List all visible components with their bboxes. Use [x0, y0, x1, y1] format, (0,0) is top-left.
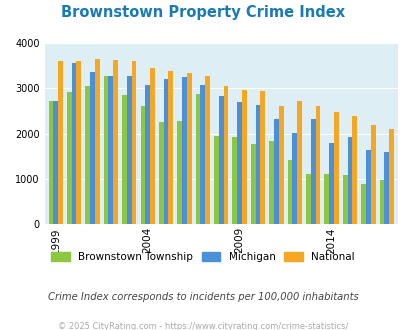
Bar: [260, 91, 264, 224]
Bar: [200, 84, 205, 224]
Bar: [85, 86, 90, 224]
Bar: [324, 174, 328, 224]
Bar: [328, 143, 333, 224]
Bar: [53, 101, 58, 224]
Bar: [269, 141, 273, 224]
Bar: [163, 79, 168, 224]
Bar: [113, 60, 118, 224]
Bar: [150, 68, 154, 224]
Bar: [370, 125, 375, 224]
Bar: [379, 181, 384, 224]
Bar: [95, 59, 99, 224]
Bar: [347, 137, 352, 224]
Bar: [205, 76, 209, 224]
Bar: [273, 119, 278, 224]
Legend: Brownstown Township, Michigan, National: Brownstown Township, Michigan, National: [51, 252, 354, 262]
Bar: [278, 106, 283, 224]
Bar: [255, 105, 260, 224]
Bar: [58, 61, 63, 224]
Bar: [305, 174, 310, 224]
Bar: [352, 116, 356, 224]
Text: Brownstown Property Crime Index: Brownstown Property Crime Index: [61, 5, 344, 20]
Bar: [76, 61, 81, 224]
Bar: [292, 133, 296, 224]
Bar: [181, 77, 186, 224]
Bar: [342, 176, 347, 224]
Bar: [296, 101, 301, 224]
Bar: [360, 184, 365, 224]
Bar: [365, 150, 370, 224]
Text: Crime Index corresponds to incidents per 100,000 inhabitants: Crime Index corresponds to incidents per…: [47, 292, 358, 302]
Text: © 2025 CityRating.com - https://www.cityrating.com/crime-statistics/: © 2025 CityRating.com - https://www.city…: [58, 322, 347, 330]
Bar: [122, 95, 127, 224]
Bar: [108, 76, 113, 224]
Bar: [168, 72, 173, 224]
Bar: [127, 77, 131, 224]
Bar: [218, 95, 223, 224]
Bar: [140, 106, 145, 224]
Bar: [103, 77, 108, 224]
Bar: [237, 102, 241, 224]
Bar: [333, 112, 338, 224]
Bar: [287, 160, 292, 224]
Bar: [49, 101, 53, 224]
Bar: [315, 106, 320, 224]
Bar: [213, 136, 218, 224]
Bar: [241, 90, 246, 224]
Bar: [195, 94, 200, 224]
Bar: [158, 122, 163, 224]
Bar: [223, 86, 228, 224]
Bar: [177, 121, 181, 224]
Bar: [72, 63, 76, 224]
Bar: [186, 73, 191, 224]
Bar: [310, 119, 315, 224]
Bar: [250, 144, 255, 224]
Bar: [384, 152, 388, 224]
Bar: [232, 137, 237, 224]
Bar: [90, 72, 95, 224]
Bar: [131, 61, 136, 224]
Bar: [388, 129, 393, 224]
Bar: [67, 92, 72, 224]
Bar: [145, 84, 150, 224]
